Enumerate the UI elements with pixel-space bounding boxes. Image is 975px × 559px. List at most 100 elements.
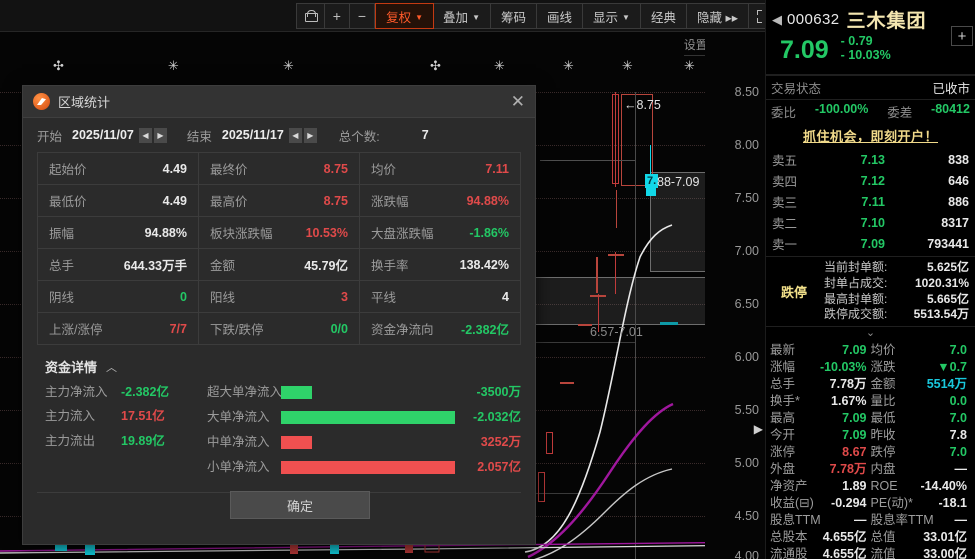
- zoom-out-button[interactable]: −: [350, 4, 376, 28]
- end-date-stepper[interactable]: ◀ ▶: [288, 127, 319, 143]
- chevron-down-icon: ▼: [472, 12, 480, 22]
- fund-label: 主力流出: [45, 433, 96, 448]
- stat-cell: 阴线 0: [38, 281, 199, 312]
- dialog-titlebar[interactable]: 区域统计 ✕: [23, 86, 535, 118]
- diff-value: -80412: [931, 102, 970, 116]
- chevron-up-icon[interactable]: ︿: [106, 361, 118, 374]
- stat-label: 起始价: [49, 163, 87, 177]
- prev-icon[interactable]: ◀: [288, 127, 302, 143]
- limit-info-label: 最高封单额:: [824, 291, 888, 306]
- order-book-price: 7.13: [860, 152, 885, 167]
- limit-info-value: 5.625亿: [926, 260, 969, 274]
- event-marker-icon[interactable]: ✣: [430, 58, 441, 73]
- classic-button[interactable]: 经典: [641, 4, 687, 28]
- quote-label: 均价: [870, 343, 896, 358]
- panel-expand-arrow-icon[interactable]: ▶: [753, 422, 763, 436]
- stock-price: 7.09: [780, 35, 829, 64]
- quote-value: 7.0: [949, 343, 967, 358]
- prev-icon[interactable]: ◀: [138, 127, 152, 143]
- stat-label: 总手: [49, 259, 75, 273]
- stat-cell: 总手 644.33万手: [38, 249, 199, 280]
- add-to-watchlist-button[interactable]: +: [951, 26, 973, 46]
- quote-row: 总股本 4.655亿 总值 33.01亿: [766, 529, 975, 546]
- quote-label: PE(动)*: [870, 496, 913, 511]
- order-book-row[interactable]: 卖二 7.10 8317: [766, 212, 975, 233]
- open-account-promo[interactable]: 抓住机会，即刻开户！: [802, 129, 938, 144]
- stat-cell: 均价 7.11: [360, 153, 520, 184]
- event-marker-icon[interactable]: ✳: [494, 58, 505, 73]
- table-row: 阴线 0 阳线 3 平线 4: [38, 281, 520, 313]
- limit-info-label: 当前封单额:: [824, 260, 888, 274]
- limit-info-value: 5513.54万: [913, 307, 969, 322]
- quote-value: 7.78万: [829, 462, 867, 477]
- adjust-label: 复权: [386, 10, 412, 25]
- quote-label: 内盘: [870, 462, 896, 477]
- confirm-button[interactable]: 确定: [230, 491, 370, 519]
- fund-bar-value: 2.057亿: [477, 460, 521, 475]
- event-marker-icon[interactable]: ✳: [283, 58, 294, 73]
- fund-bar-label: 中单净流入: [207, 435, 270, 450]
- table-row: 起始价 4.49 最终价 8.75 均价 7.11: [38, 153, 520, 185]
- limit-info-label: 跌停成交额:: [824, 307, 888, 322]
- back-arrow-icon[interactable]: ◀: [772, 11, 782, 27]
- hide-button[interactable]: 隐藏 ▸▸: [687, 4, 749, 28]
- quote-label: 总手: [770, 377, 796, 392]
- quote-grid: 最新 7.09 均价 7.0 涨幅 -10.03% 涨跌 ▼0.7 总手 7.78万 金额…: [766, 341, 975, 559]
- stat-label: 换手率: [371, 259, 409, 273]
- order-book-price: 7.09: [860, 236, 885, 251]
- y-tick-label: 5.50: [734, 403, 759, 417]
- chips-button[interactable]: 筹码: [491, 4, 537, 28]
- stat-cell: 起始价 4.49: [38, 153, 199, 184]
- order-book-row[interactable]: 卖四 7.12 646: [766, 170, 975, 191]
- next-icon[interactable]: ▶: [153, 127, 167, 143]
- region-statistics-dialog: 区域统计 ✕ 开始 2025/11/07 ◀ ▶ 结束 2025/11/17 ◀ ▶…: [22, 85, 536, 545]
- order-book-level: 卖二: [772, 217, 798, 231]
- table-row: 总手 644.33万手 金额 45.79亿 换手率 138.42%: [38, 249, 520, 281]
- fund-details-header[interactable]: 资金详情 ︿: [45, 357, 535, 376]
- start-date-stepper[interactable]: ◀ ▶: [138, 127, 169, 143]
- order-book-level: 卖五: [772, 154, 798, 168]
- stat-value: 4.49: [162, 161, 187, 176]
- start-date-value[interactable]: 2025/11/07: [72, 128, 134, 142]
- fund-bar-row: 中单净流入 3252万: [207, 430, 521, 455]
- limit-info-value: 5.665亿: [926, 291, 969, 306]
- event-marker-icon[interactable]: ✳: [622, 58, 633, 73]
- draw-button[interactable]: 画线: [537, 4, 584, 28]
- adjust-button[interactable]: 复权 ▼: [375, 3, 435, 29]
- zoom-in-button[interactable]: +: [325, 4, 350, 28]
- display-label: 显示: [593, 10, 619, 25]
- order-book-level: 卖三: [772, 196, 798, 210]
- overlay-button[interactable]: 叠加 ▼: [433, 4, 491, 28]
- chevron-down-icon[interactable]: ⌄: [865, 327, 876, 340]
- event-marker-icon[interactable]: ✳: [563, 58, 574, 73]
- stat-label: 最低价: [49, 195, 87, 209]
- order-book-row[interactable]: 卖一 7.09 793441: [766, 233, 975, 254]
- order-book-row[interactable]: 卖五 7.13 838: [766, 149, 975, 170]
- close-icon[interactable]: ✕: [510, 92, 525, 111]
- quote-value: 7.0: [949, 411, 967, 426]
- y-tick-label: 6.50: [734, 297, 759, 311]
- quote-label: 总值: [870, 530, 896, 545]
- lock-icon[interactable]: [297, 4, 325, 28]
- stock-code: 000632: [787, 11, 840, 28]
- stock-change-pct: - 10.03%: [840, 48, 891, 63]
- display-button[interactable]: 显示 ▼: [583, 4, 641, 28]
- y-tick-label: 7.50: [734, 191, 759, 205]
- limit-info-row: 封单占成交: 1020.31%: [820, 276, 973, 292]
- order-book-row[interactable]: 卖三 7.11 886: [766, 191, 975, 212]
- next-icon[interactable]: ▶: [303, 127, 317, 143]
- limit-info-value: 1020.31%: [914, 275, 969, 290]
- event-marker-icon[interactable]: ✳: [168, 58, 179, 73]
- quote-value: 33.00亿: [923, 547, 967, 559]
- event-marker-icon[interactable]: ✳: [684, 58, 695, 73]
- table-row: 最低价 4.49 最高价 8.75 涨跌幅 94.88%: [38, 185, 520, 217]
- end-date-value[interactable]: 2025/11/17: [221, 128, 284, 142]
- quote-value: 8.67: [842, 445, 867, 460]
- event-marker-icon[interactable]: ✣: [53, 58, 64, 73]
- quote-value: 33.01亿: [923, 530, 967, 545]
- selection-rectangle[interactable]: [621, 94, 653, 186]
- quote-label: 金额: [870, 377, 896, 392]
- limit-down-badge: 跌停: [780, 285, 807, 301]
- quote-label: 今开: [770, 428, 796, 443]
- quote-value: 1.67%: [831, 394, 867, 409]
